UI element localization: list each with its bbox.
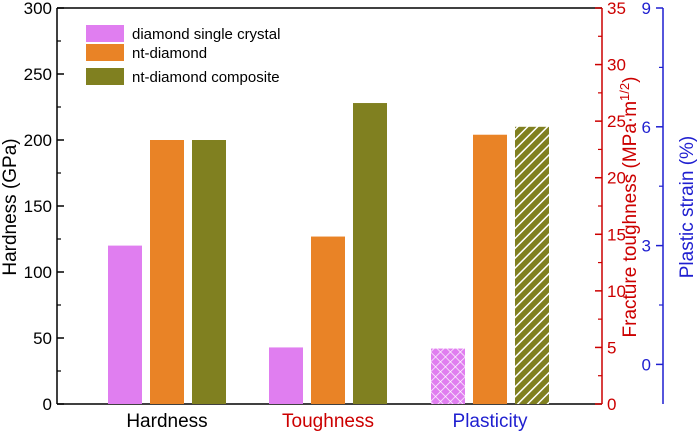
right-strain-tick-label: 3 (642, 237, 651, 256)
legend-label-diamond-single-crystal: diamond single crystal (132, 26, 280, 43)
right-strain-tick-label: 9 (642, 0, 651, 18)
category-label-hardness: Hardness (126, 411, 207, 432)
right-toughness-tick-label: 20 (607, 169, 626, 188)
bar-hardness-nt-diamond (150, 140, 184, 404)
right-toughness-tick-label: 0 (607, 395, 616, 414)
bar-hardness-diamond-single-crystal (108, 245, 142, 404)
right-toughness-tick-label: 35 (607, 0, 626, 18)
right-toughness-tick-label: 5 (607, 338, 616, 357)
legend-swatch-nt-diamond-composite (86, 68, 124, 85)
legend-swatch-diamond-single-crystal (86, 25, 124, 42)
legend-label-nt-diamond: nt-diamond (132, 45, 207, 62)
bar-plasticity-nt-diamond (473, 134, 507, 404)
left-tick-label: 0 (43, 395, 52, 414)
right-strain-tick-label: 6 (642, 118, 651, 137)
toughness-label-main: Fracture toughness (MPa·m (620, 101, 641, 338)
left-tick-label: 250 (24, 65, 52, 84)
bar-plasticity-diamond-single-crystal (431, 348, 465, 404)
legend-swatch-nt-diamond (86, 44, 124, 61)
right-axis-title-toughness: Fracture toughness (MPa·m1/2) (617, 77, 642, 338)
left-tick-label: 200 (24, 131, 52, 150)
right-axis-title-plastic-strain: Plastic strain (%) (677, 136, 698, 279)
bar-toughness-nt-diamond-composite (353, 103, 387, 404)
left-tick-label: 50 (33, 329, 52, 348)
right-toughness-tick-label: 30 (607, 56, 626, 75)
category-label-toughness: Toughness (282, 411, 374, 432)
right-toughness-tick-label: 25 (607, 112, 626, 131)
left-tick-label: 150 (24, 197, 52, 216)
bar-toughness-nt-diamond (311, 236, 345, 404)
legend-label-nt-diamond-composite: nt-diamond composite (132, 69, 280, 86)
left-tick-label: 300 (24, 0, 52, 18)
toughness-label-sup: 1/2 (617, 83, 632, 101)
bar-hardness-nt-diamond-composite (192, 140, 226, 404)
right-toughness-tick-label: 10 (607, 282, 626, 301)
category-label-plasticity: Plasticity (453, 411, 528, 432)
bar-plasticity-nt-diamond-composite (515, 126, 549, 405)
left-tick-label: 100 (24, 263, 52, 282)
right-toughness-tick-label: 15 (607, 225, 626, 244)
toughness-label-end: ) (620, 77, 641, 83)
bar-toughness-diamond-single-crystal (269, 347, 303, 404)
legend: diamond single crystal nt-diamond nt-dia… (86, 25, 280, 86)
left-axis-title: Hardness (GPa) (0, 138, 21, 275)
right-strain-tick-label: 0 (642, 355, 651, 374)
